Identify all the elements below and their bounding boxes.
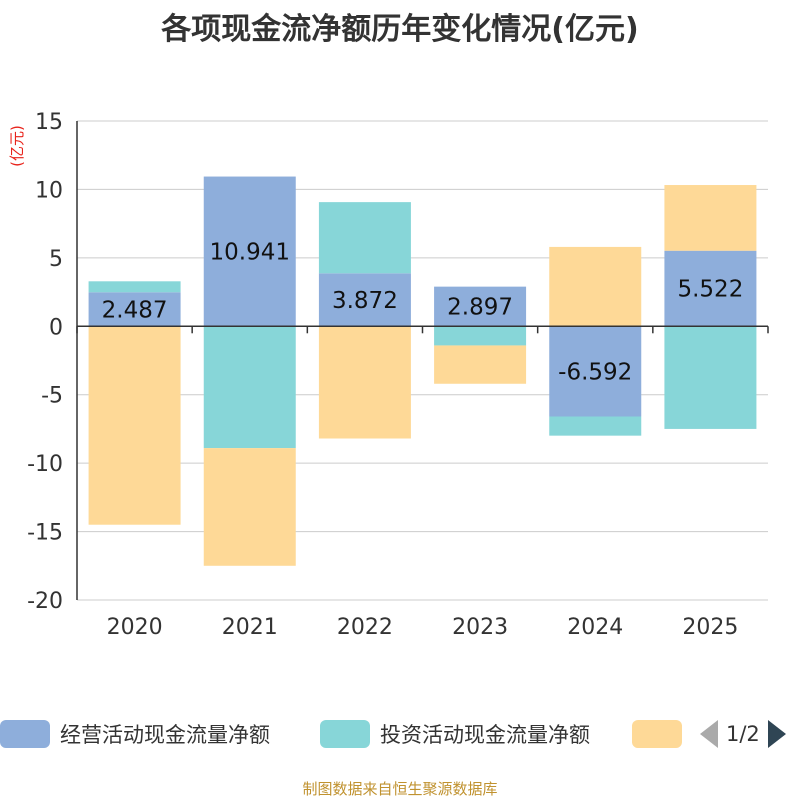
legend-swatch-operating [0, 720, 50, 748]
bar-operating-2020 [88, 292, 181, 327]
bar-financing-2020 [88, 326, 181, 525]
y-tick-label: -20 [27, 589, 63, 614]
x-tick-label: 2023 [452, 615, 508, 640]
legend-label-operating: 经营活动现金流量净额 [60, 723, 270, 747]
chevron-left-icon[interactable] [700, 720, 718, 748]
legend-label-investing: 投资活动现金流量净额 [380, 723, 590, 747]
bar-chart: 15 10 5 0 -5 -10 -15 -20 (亿元) 2020 2021 2022 2023 202… [8, 110, 769, 640]
data-label: -6.592 [558, 359, 632, 385]
data-label: 2.487 [102, 297, 168, 323]
chart-title: 各项现金流净额历年变化情况(亿元) [161, 12, 639, 47]
legend-swatch-financing [632, 720, 682, 748]
y-axis-title: (亿元) [8, 125, 26, 167]
y-tick-label: -15 [27, 521, 63, 546]
x-tick-label: 2025 [682, 615, 738, 640]
y-tick-label: 0 [49, 315, 63, 340]
bar-operating-2023 [434, 286, 527, 327]
x-tick-label: 2024 [567, 615, 623, 640]
bar-investing-2023 [434, 326, 527, 346]
y-tick-label: 15 [35, 110, 63, 135]
bar-investing-2025 [664, 326, 757, 429]
y-tick-label: -5 [41, 384, 63, 409]
data-source-note: 制图数据来自恒生聚源数据库 [302, 780, 498, 798]
bar-financing-2023 [434, 345, 527, 384]
legend-swatch-investing [320, 720, 370, 748]
x-tick-label: 2022 [337, 615, 393, 640]
bar-investing-2021 [203, 326, 296, 449]
legend-item-financing[interactable] [632, 716, 692, 752]
x-tick-label: 2021 [222, 615, 278, 640]
bar-operating-2022 [318, 273, 411, 327]
legend-pager: 1/2 [700, 716, 786, 752]
legend-item-operating[interactable]: 经营活动现金流量净额 [0, 716, 270, 752]
bar-financing-2021 [203, 448, 296, 566]
y-tick-label: 5 [49, 247, 63, 272]
x-tick-label: 2020 [107, 615, 163, 640]
bar-investing-2022 [318, 202, 411, 274]
y-tick-label: -10 [27, 452, 63, 477]
data-label: 10.941 [210, 239, 290, 265]
legend-item-investing[interactable]: 投资活动现金流量净额 [320, 716, 590, 752]
bar-operating-2021 [203, 176, 296, 327]
bar-investing-2020 [88, 281, 181, 293]
bar-financing-2022 [318, 326, 411, 439]
bar-financing-2025 [664, 185, 757, 251]
data-label: 3.872 [332, 288, 398, 314]
chevron-right-icon[interactable] [767, 720, 786, 748]
data-label: 2.897 [447, 294, 513, 320]
bar-operating-2024 [549, 326, 642, 417]
legend: 经营活动现金流量净额 投资活动现金流量净额 1/2 [0, 716, 800, 752]
data-label: 5.522 [677, 276, 743, 302]
y-tick-label: 10 [35, 178, 63, 203]
bar-operating-2025 [664, 250, 757, 327]
bar-investing-2024 [549, 416, 642, 436]
bar-financing-2024 [549, 246, 642, 327]
legend-page-indicator: 1/2 [726, 722, 760, 746]
